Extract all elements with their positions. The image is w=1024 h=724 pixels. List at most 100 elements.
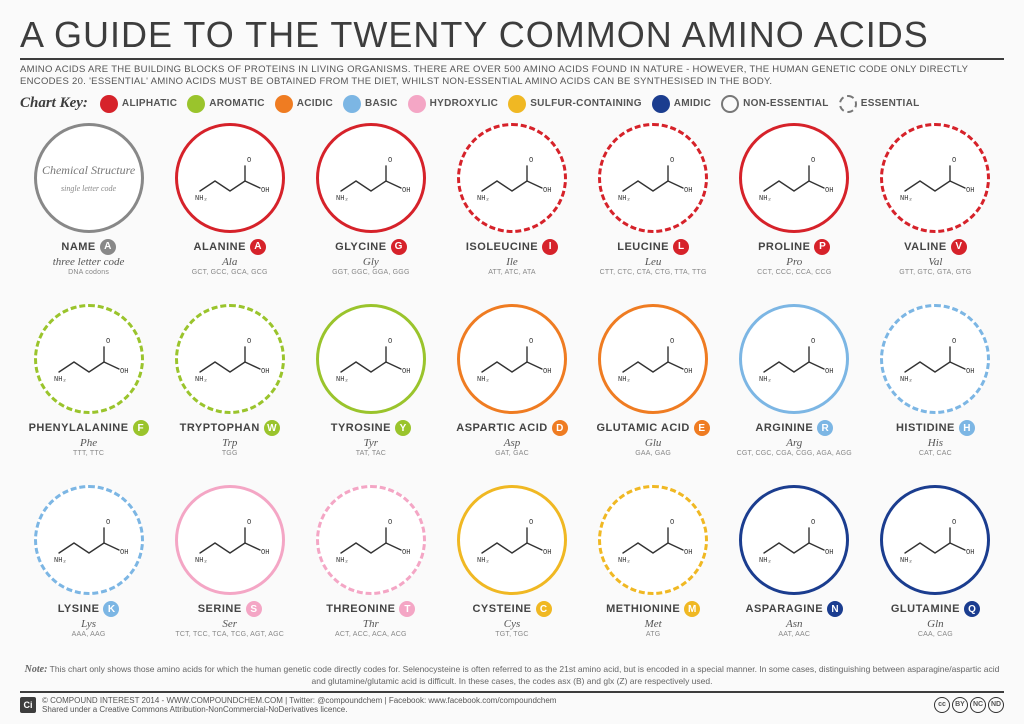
structure-circle: NH₂ O OH [34,304,144,414]
svg-text:O: O [247,519,251,527]
svg-text:OH: OH [543,187,551,195]
key-sulfur: SULFUR-CONTAINING [508,95,642,113]
amino-acid-name: VALINE [904,241,947,253]
chemical-structure: NH₂ O OH [886,504,984,576]
amino-acid-phe: NH₂ O OH PHENYLALANINE F Phe TTT, TTC [20,300,157,477]
legend-single-letter-label: single letter code [61,184,116,193]
three-letter-code: Asn [786,618,803,630]
structure-circle: NH₂ O OH [739,123,849,233]
key-essential-label: ESSENTIAL [861,98,920,109]
amino-acid-name: LEUCINE [617,241,669,253]
swatch-icon [275,95,293,113]
structure-circle: NH₂ O OH [598,304,708,414]
amino-acid-name: TRYPTOPHAN [180,422,260,434]
three-letter-code: Glu [645,437,662,449]
svg-text:NH₂: NH₂ [759,195,772,203]
chemical-structure: NH₂ O OH [40,323,138,395]
chemical-structure: NH₂ O OH [886,323,984,395]
three-letter-code: Pro [786,256,802,268]
structure-circle: NH₂ O OH [175,304,285,414]
svg-text:NH₂: NH₂ [477,557,490,565]
chemical-structure: NH₂ O OH [604,504,702,576]
chemical-structure: NH₂ O OH [463,142,561,214]
svg-text:NH₂: NH₂ [54,557,67,565]
amino-acid-val: NH₂ O OH VALINE V Val GTT, GTC, GTA, GTG [867,119,1004,296]
page-title: A GUIDE TO THE TWENTY COMMON AMINO ACIDS [20,14,1004,60]
dna-codons: CAT, CAC [919,450,952,457]
single-letter-badge: A [250,239,266,255]
amino-acid-lys: NH₂ O OH LYSINE K Lys AAA, AAG [20,481,157,658]
dna-codons: GCT, GCC, GCA, GCG [192,269,268,276]
svg-text:O: O [811,157,815,165]
single-letter-badge: Y [395,420,411,436]
dna-codons: GTT, GTC, GTA, GTG [899,269,971,276]
dna-codons: AAT, AAC [778,631,810,638]
swatch-icon [408,95,426,113]
three-letter-code: Lys [81,618,96,630]
key-amidic: AMIDIC [652,95,711,113]
three-letter-code: Ser [222,618,237,630]
svg-text:OH: OH [684,187,692,195]
circle-dashed-icon [839,95,857,113]
chemical-structure: NH₂ O OH [463,504,561,576]
amino-acid-name: CYSTEINE [472,603,531,615]
svg-text:OH: OH [120,549,128,557]
single-letter-badge: H [959,420,975,436]
key-basic: BASIC [343,95,398,113]
svg-text:NH₂: NH₂ [336,195,349,203]
structure-circle: NH₂ O OH [880,485,990,595]
svg-text:NH₂: NH₂ [336,557,349,565]
swatch-icon [652,95,670,113]
key-essential: ESSENTIAL [839,95,920,113]
svg-text:O: O [529,338,533,346]
footer: Ci © COMPOUND INTEREST 2014 - WWW.COMPOU… [20,691,1004,714]
svg-text:O: O [529,519,533,527]
chemical-structure: NH₂ O OH [463,323,561,395]
svg-text:NH₂: NH₂ [477,376,490,384]
cc-cc-icon: cc [934,697,950,713]
structure-circle: NH₂ O OH [175,123,285,233]
three-letter-code: His [928,437,943,449]
svg-text:NH₂: NH₂ [618,195,631,203]
copyright-text: © COMPOUND INTEREST 2014 - WWW.COMPOUNDC… [42,696,556,705]
svg-text:NH₂: NH₂ [618,376,631,384]
amino-acid-thr: NH₂ O OH THREONINE T Thr ACT, ACC, ACA, … [302,481,439,658]
structure-circle: NH₂ O OH [880,123,990,233]
svg-text:NH₂: NH₂ [900,376,913,384]
three-letter-code: Val [928,256,942,268]
svg-text:OH: OH [684,368,692,376]
structure-circle: NH₂ O OH [175,485,285,595]
svg-text:O: O [670,157,674,165]
svg-text:O: O [388,519,392,527]
three-letter-code: Ala [222,256,237,268]
svg-text:O: O [952,338,956,346]
dna-codons: TGG [222,450,238,457]
legend-tlc: three letter code [53,256,125,268]
svg-text:OH: OH [402,549,410,557]
amino-acid-name: GLYCINE [335,241,386,253]
legend-name: NAME [61,241,95,253]
amino-acid-name: LYSINE [58,603,100,615]
svg-text:NH₂: NH₂ [759,376,772,384]
key-cat-label: AMIDIC [674,98,711,109]
structure-circle: NH₂ O OH [457,485,567,595]
structure-circle: NH₂ O OH [316,304,426,414]
legend-badge: A [100,239,116,255]
dna-codons: GAT, GAC [495,450,529,457]
swatch-icon [508,95,526,113]
chart-key: Chart Key: ALIPHATICAROMATICACIDICBASICH… [20,95,1004,113]
amino-acid-name: THREONINE [326,603,395,615]
three-letter-code: Trp [222,437,237,449]
legend-codons: DNA codons [68,269,109,276]
structure-circle: NH₂ O OH [34,485,144,595]
single-letter-badge: W [264,420,280,436]
chemical-structure: NH₂ O OH [181,504,279,576]
svg-text:NH₂: NH₂ [900,557,913,565]
dna-codons: CAA, CAG [918,631,953,638]
three-letter-code: Cys [504,618,521,630]
svg-text:NH₂: NH₂ [618,557,631,565]
swatch-icon [343,95,361,113]
amino-acid-name: ASPARAGINE [746,603,824,615]
structure-circle: NH₂ O OH [598,485,708,595]
structure-circle: NH₂ O OH [316,123,426,233]
